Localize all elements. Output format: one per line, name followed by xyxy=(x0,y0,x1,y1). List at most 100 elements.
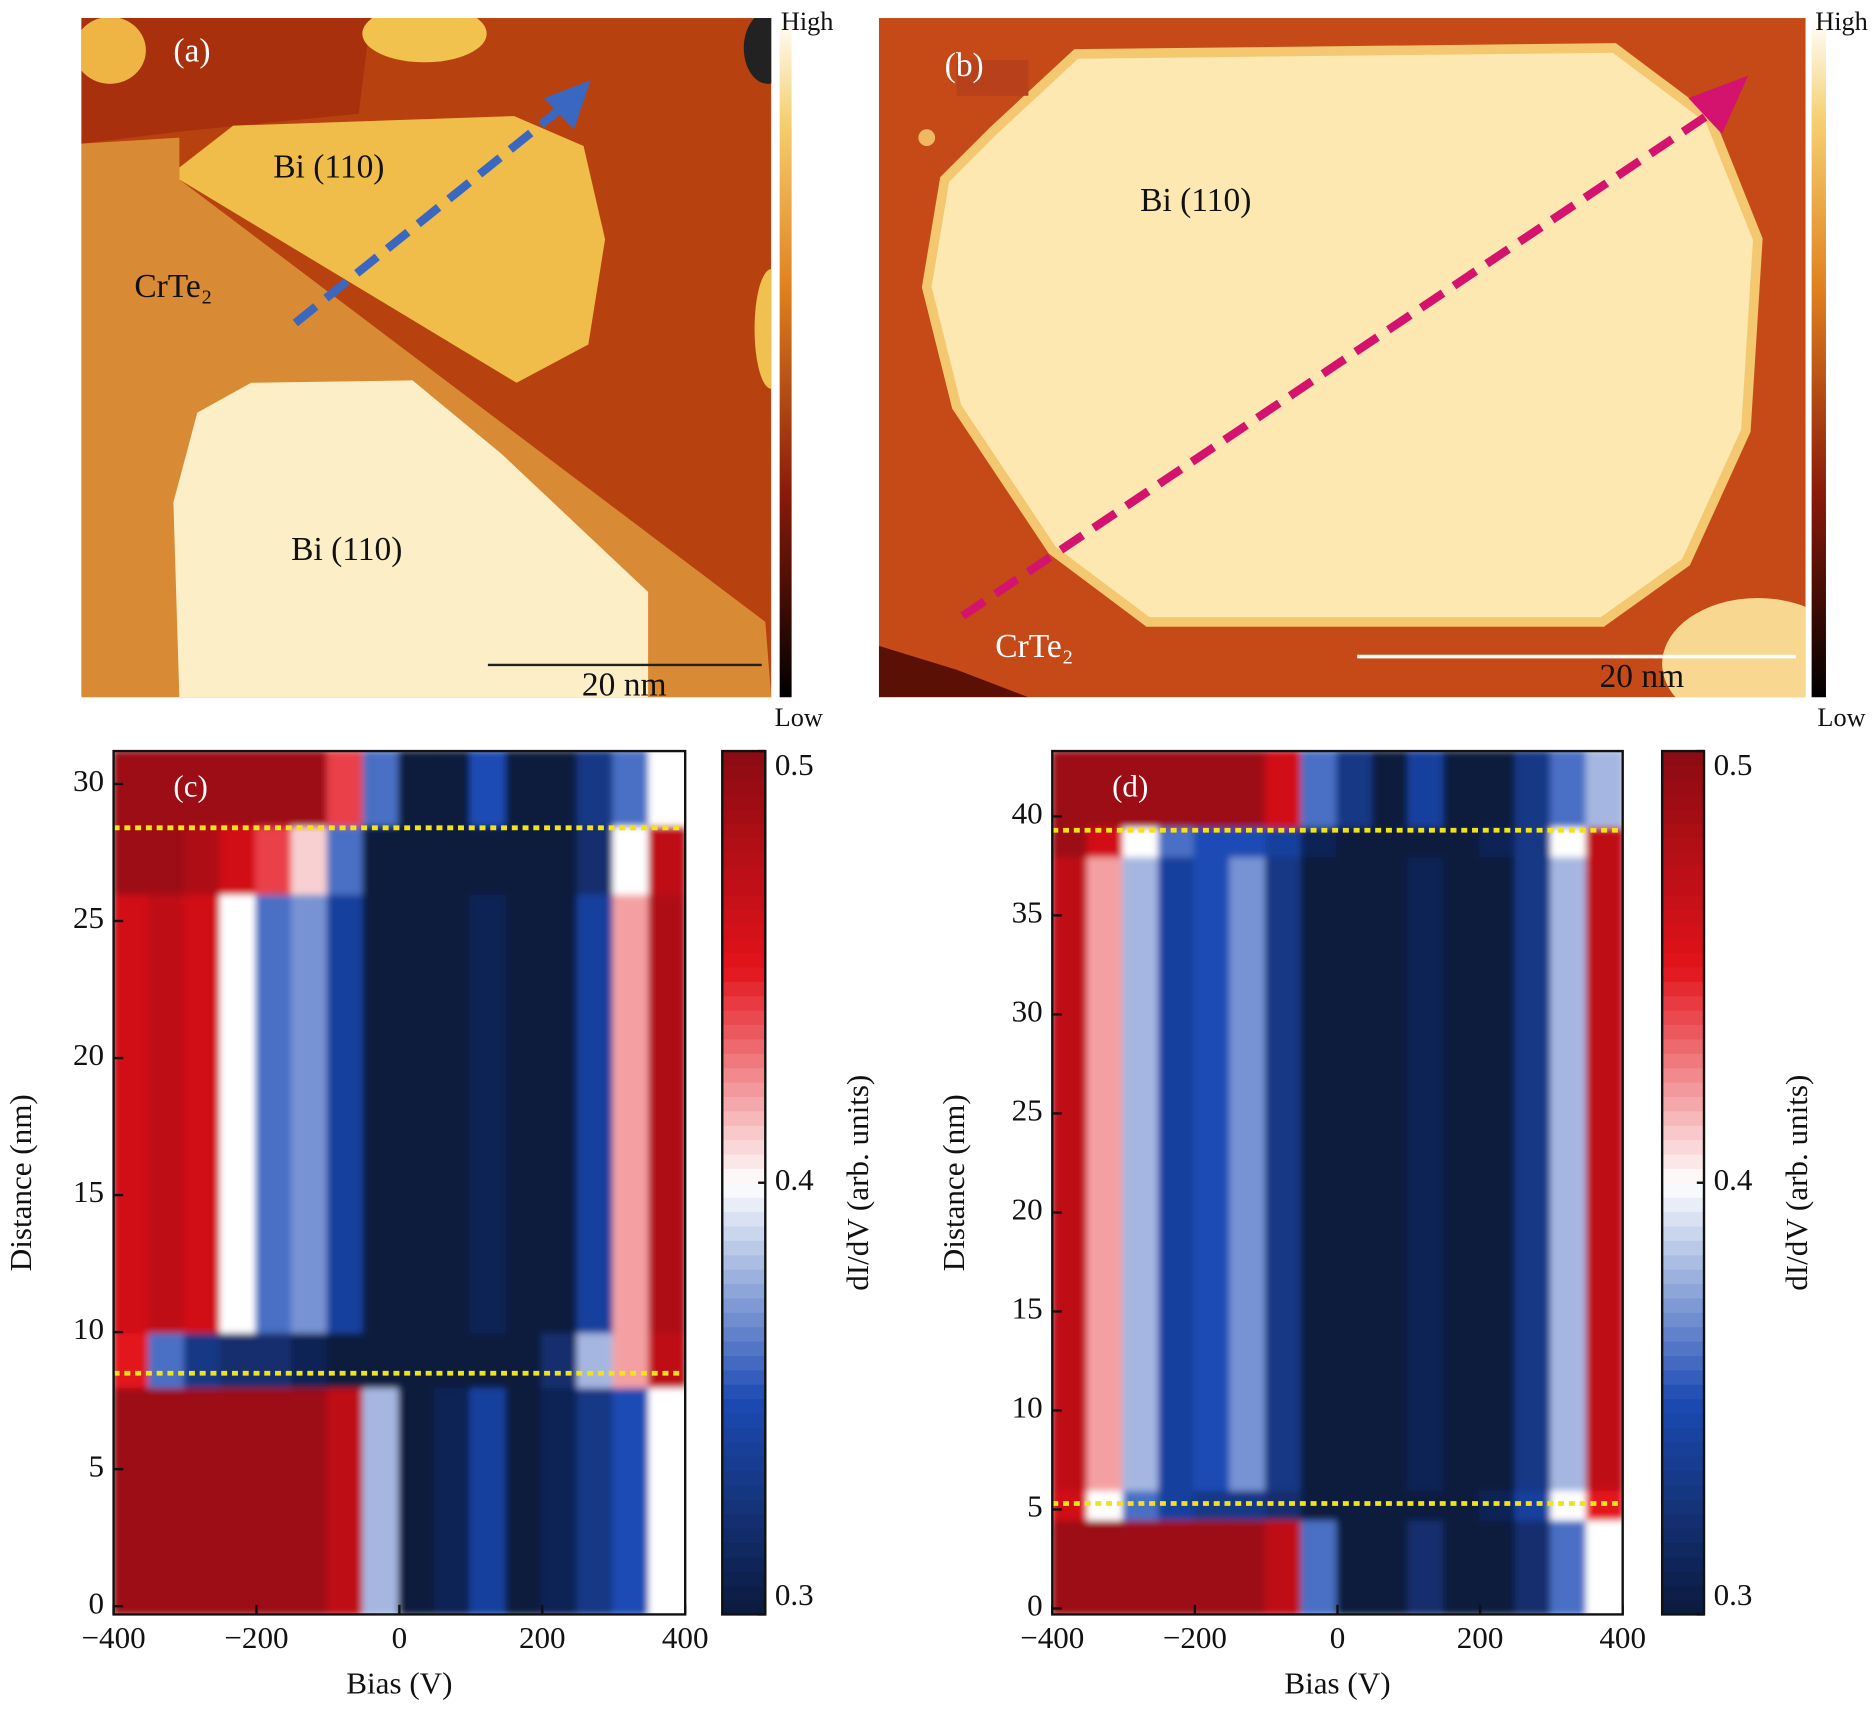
heatmap-cell xyxy=(183,823,222,895)
heatmap-cell xyxy=(433,751,473,827)
heatmap-cell xyxy=(398,823,437,895)
colorbar-swatch xyxy=(1662,1009,1705,1026)
heatmap-cell xyxy=(1585,1518,1623,1615)
heatmap-cell xyxy=(433,892,473,1334)
heatmap-cell xyxy=(505,892,544,1334)
colorbar-swatch xyxy=(1662,1052,1705,1069)
colorbar-tick-label: 0.5 xyxy=(1714,747,1753,782)
colorbar-swatch xyxy=(1662,1585,1705,1601)
colorbar-swatch xyxy=(722,1138,766,1155)
heatmap-cell xyxy=(326,823,365,895)
colorbar-swatch xyxy=(1662,1340,1705,1357)
heatmap-cell xyxy=(255,1385,294,1615)
heatmap-cell xyxy=(1229,751,1268,828)
heatmap-cell xyxy=(148,1330,187,1389)
colorbar-swatch xyxy=(1662,1369,1705,1385)
heatmap-cell xyxy=(291,823,330,895)
panel-label: (b) xyxy=(945,47,984,84)
colorbar-swatch xyxy=(1662,1498,1705,1515)
colorbar-swatch xyxy=(722,1383,766,1400)
colorbar-swatch xyxy=(1662,1469,1705,1486)
colorbar-swatch xyxy=(1662,1167,1705,1184)
heatmap-cell xyxy=(1478,854,1517,1491)
heatmap-cell xyxy=(362,751,401,827)
heatmap-area xyxy=(1052,751,1623,1615)
colorbar-swatch xyxy=(1662,1067,1705,1083)
colorbar-swatch xyxy=(1662,808,1705,824)
heatmap-cell xyxy=(148,892,187,1334)
heatmap-cell xyxy=(148,823,187,895)
heatmap-cell xyxy=(1229,1518,1268,1615)
colorbar-swatch xyxy=(1662,1484,1705,1500)
heatmap-cell xyxy=(1514,1518,1553,1615)
y-tick-label: 35 xyxy=(1012,895,1043,930)
heatmap-cell xyxy=(219,1330,258,1389)
colorbar-swatch xyxy=(1662,937,1705,954)
heatmap-cell xyxy=(1371,1518,1410,1615)
colorbar-swatch xyxy=(722,1009,766,1026)
heatmap-cell xyxy=(648,892,686,1334)
colorbar-swatch xyxy=(722,879,766,896)
colorbar-swatch xyxy=(722,937,766,954)
heatmap-cell xyxy=(1336,854,1375,1491)
heatmap-cell xyxy=(1122,854,1161,1491)
heatmap-cell xyxy=(1300,1518,1339,1615)
colorbar-swatch xyxy=(722,1268,766,1285)
colorbar-swatch xyxy=(1662,1254,1705,1270)
heatmap-cell xyxy=(291,1330,330,1389)
region-label: CrTe₂ xyxy=(134,268,212,305)
heatmap-cell xyxy=(326,892,365,1334)
colorbar-swatch xyxy=(1662,908,1705,925)
x-tick-label: 200 xyxy=(1457,1620,1504,1655)
colorbar-swatch xyxy=(1662,1556,1705,1572)
heatmap-cell xyxy=(113,892,151,1334)
heatmap-cell xyxy=(1086,1518,1125,1615)
heatmap-cell xyxy=(505,823,544,895)
heatmap-cell xyxy=(1407,1488,1446,1521)
colorbar-swatch xyxy=(722,1167,766,1184)
colorbar-swatch xyxy=(1662,1397,1705,1414)
heatmap-cell xyxy=(1550,751,1589,828)
heatmap-cell xyxy=(469,1385,508,1615)
colorbar-swatch xyxy=(722,951,766,968)
scale-bar-label: 20 nm xyxy=(1600,658,1685,695)
heatmap-cell xyxy=(1407,751,1446,828)
heatmap-cell xyxy=(398,751,437,827)
heatmap-cell xyxy=(255,892,294,1334)
colorbar-a xyxy=(779,18,792,698)
heatmap-cell xyxy=(291,751,330,827)
heatmap-cell xyxy=(1158,1518,1197,1615)
colorbar-swatch xyxy=(722,1153,766,1169)
colorbar-swatch xyxy=(722,966,766,982)
heatmap-cell xyxy=(219,823,258,895)
colorbar-swatch xyxy=(722,1541,766,1558)
heatmap-cell xyxy=(433,1385,473,1615)
heatmap-cell xyxy=(326,1330,365,1389)
heatmap-cell xyxy=(1443,854,1482,1491)
colorbar-tick-label: 0.4 xyxy=(775,1162,814,1197)
colorbar-swatch xyxy=(1662,822,1705,838)
x-tick-label: 0 xyxy=(392,1620,408,1655)
heatmap-cell xyxy=(1336,751,1375,828)
heatmap-cell xyxy=(612,823,651,895)
colorbar-low: Low xyxy=(1817,703,1865,732)
heatmap-cell xyxy=(1052,854,1090,1491)
panel-label: (c) xyxy=(173,768,208,803)
colorbar-swatch xyxy=(1662,1426,1705,1443)
colorbar-swatch xyxy=(1662,1023,1705,1040)
colorbar-swatch xyxy=(722,894,766,910)
heatmap-cell xyxy=(1122,751,1161,828)
colorbar-label: dI/dV (arb. units) xyxy=(1779,1075,1814,1291)
colorbar-swatch xyxy=(722,793,766,810)
region-label: Bi (110) xyxy=(273,149,384,186)
colorbar-swatch xyxy=(722,1311,766,1328)
colorbar-swatch xyxy=(722,1599,766,1616)
heatmap-cell xyxy=(1407,854,1446,1491)
colorbar-swatch xyxy=(722,923,766,939)
colorbar-swatch xyxy=(1662,1311,1705,1328)
colorbar-swatch xyxy=(1662,1196,1705,1213)
colorbar-swatch xyxy=(722,1182,766,1198)
x-tick-label: 400 xyxy=(662,1620,709,1655)
heatmap-cell xyxy=(576,1330,615,1389)
heatmap-cell xyxy=(541,823,580,895)
